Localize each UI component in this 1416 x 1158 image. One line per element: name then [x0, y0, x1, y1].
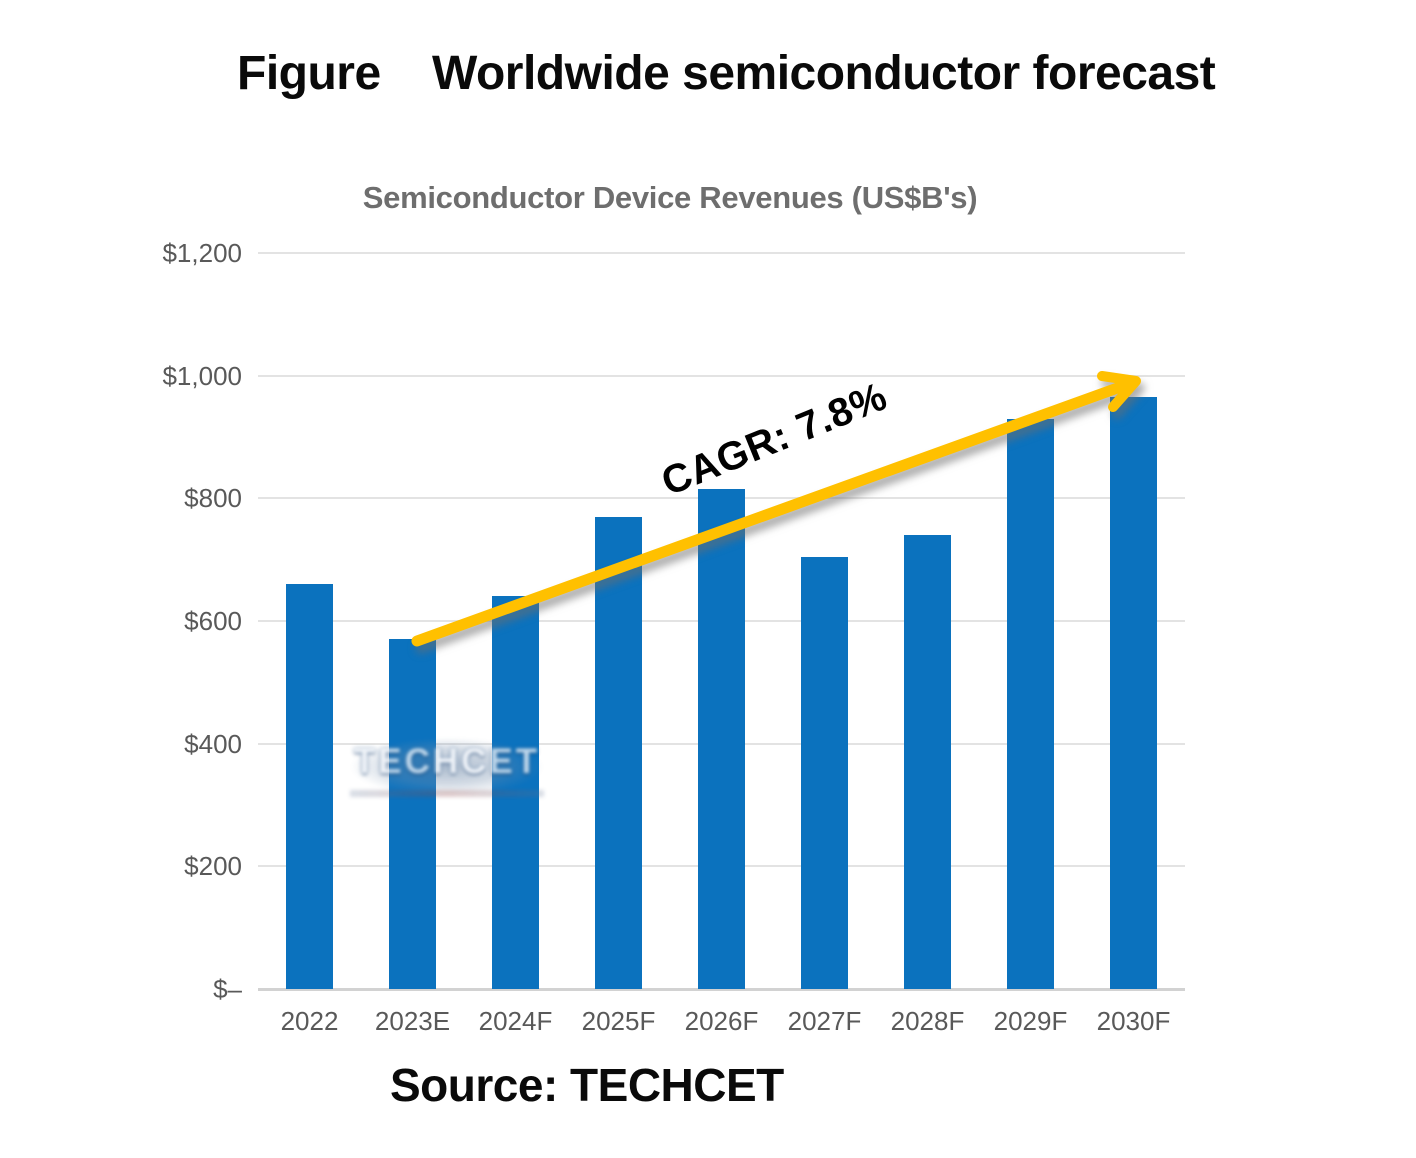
bar-2027F — [801, 557, 848, 989]
chart-title: Semiconductor Device Revenues (US$B's) — [362, 180, 978, 215]
x-tick-label-2030F: 2030F — [1096, 1006, 1171, 1036]
bar-2025F — [595, 517, 642, 989]
y-tick-label: $600 — [184, 606, 242, 636]
figure-title: Figure Worldwide semiconductor forecast — [237, 47, 1216, 100]
x-tick-label-2027F: 2027F — [787, 1006, 862, 1036]
bar-2030F — [1110, 397, 1157, 989]
x-axis-baseline — [258, 988, 1185, 991]
bar-2028F — [904, 535, 951, 989]
bar-2022 — [286, 584, 333, 989]
x-tick-label-2024F: 2024F — [478, 1006, 553, 1036]
bar-2023E — [389, 639, 436, 989]
y-tick-label: $– — [213, 974, 242, 1004]
x-tick-label-2029F: 2029F — [993, 1006, 1068, 1036]
y-tick-label: $1,000 — [162, 361, 242, 391]
plot-area — [258, 252, 1185, 991]
gridline — [258, 375, 1185, 377]
source-attribution: Source: TECHCET — [390, 1059, 784, 1111]
x-tick-label-2022: 2022 — [280, 1006, 339, 1036]
y-tick-label: $200 — [184, 851, 242, 881]
y-tick-label: $800 — [184, 483, 242, 513]
x-tick-label-2025F: 2025F — [581, 1006, 656, 1036]
bar-2024F — [492, 596, 539, 989]
x-tick-label-2026F: 2026F — [684, 1006, 759, 1036]
x-tick-label-2023E: 2023E — [374, 1006, 451, 1036]
bar-2029F — [1007, 419, 1054, 989]
y-tick-label: $400 — [184, 729, 242, 759]
y-tick-label: $1,200 — [162, 238, 242, 268]
bar-2026F — [698, 489, 745, 989]
x-tick-label-2028F: 2028F — [890, 1006, 965, 1036]
gridline — [258, 252, 1185, 254]
